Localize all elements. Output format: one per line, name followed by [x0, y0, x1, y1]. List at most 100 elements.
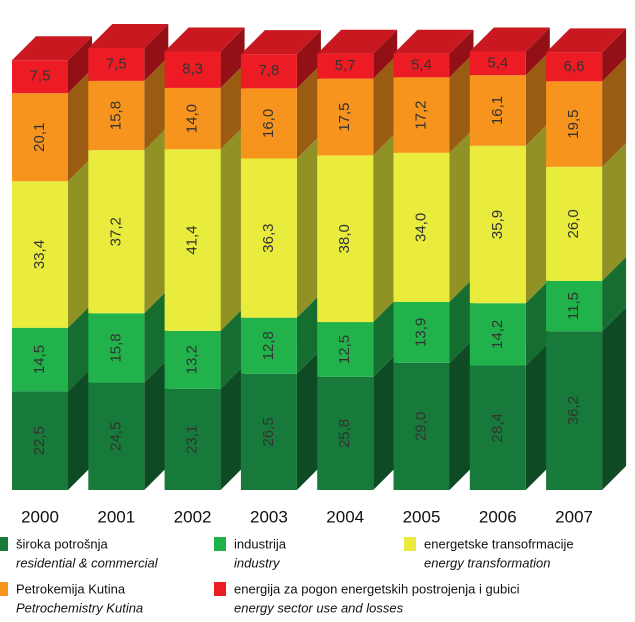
bar-segment — [164, 388, 221, 490]
bar-side — [373, 298, 398, 377]
bar-side — [296, 134, 321, 318]
x-tick-label: 2003 — [250, 507, 288, 526]
value-label: 37,2 — [107, 217, 124, 246]
value-label: 16,0 — [260, 109, 277, 138]
x-tick-label: 2002 — [174, 507, 212, 526]
bar-segment — [469, 365, 526, 490]
bar-side — [296, 64, 321, 159]
value-label: 17,2 — [412, 100, 429, 129]
bar-segment — [164, 87, 221, 150]
x-tick-label: 2005 — [403, 507, 441, 526]
bar-side — [449, 128, 474, 302]
legend-label-en: energy transformation — [424, 555, 550, 570]
bar-side — [68, 157, 92, 328]
legend-label: energija za pogon energetskih postrojenj… — [234, 581, 520, 596]
bar-side — [220, 125, 245, 331]
bar-top — [240, 30, 321, 55]
value-label: 7,5 — [30, 68, 51, 85]
bar-segment — [240, 317, 297, 374]
value-label: 5,4 — [411, 57, 432, 74]
bar-side — [144, 24, 169, 81]
bar-segment — [469, 51, 526, 76]
bar-side — [525, 51, 550, 146]
bar-side — [296, 349, 321, 490]
legend-label-en: industry — [234, 555, 281, 570]
legend-label: široka potrošnja — [16, 536, 109, 551]
bar-top — [12, 36, 92, 61]
value-label: 13,9 — [412, 318, 429, 347]
value-label: 15,8 — [107, 333, 124, 362]
bar-side — [220, 27, 245, 88]
bar-segment — [12, 60, 68, 94]
bar-segment — [469, 145, 526, 304]
bar-side — [525, 279, 550, 366]
bar-side — [449, 29, 474, 78]
legend-label-en: Petrochemistry Kutina — [16, 600, 143, 615]
bar-side — [68, 367, 92, 490]
bar-side — [144, 56, 169, 151]
value-label: 26,5 — [260, 417, 277, 446]
legend-label-en: residential & commercial — [16, 555, 159, 570]
x-tick-label: 2004 — [326, 507, 364, 526]
value-label: 7,5 — [106, 55, 127, 72]
bar-top — [88, 24, 169, 48]
bar-side — [296, 293, 321, 374]
bar-segment — [88, 150, 145, 314]
value-label: 29,0 — [412, 412, 429, 441]
value-label: 5,4 — [487, 54, 508, 71]
x-tick-label: 2007 — [555, 507, 593, 526]
bar-segment — [469, 303, 526, 366]
bar-side — [373, 131, 398, 323]
x-tick-label: 2000 — [21, 507, 59, 526]
bar-side — [373, 29, 398, 79]
bar-side — [68, 36, 92, 94]
bar-top — [164, 27, 245, 52]
value-label: 36,2 — [565, 396, 582, 425]
value-label: 34,0 — [412, 213, 429, 242]
bar-segment — [164, 149, 221, 331]
value-label: 20,1 — [31, 123, 48, 152]
bar-side — [525, 27, 550, 76]
bar-segment — [393, 152, 450, 302]
bar-segment — [546, 280, 603, 332]
bar-segment — [88, 313, 145, 383]
bar-side — [449, 338, 474, 490]
legend-swatch — [0, 537, 8, 551]
value-label: 12,5 — [336, 335, 353, 364]
value-label: 28,4 — [489, 413, 506, 442]
bar-side — [220, 306, 245, 389]
bar-side — [373, 54, 398, 156]
value-label: 14,2 — [489, 320, 506, 349]
bar-segment — [546, 166, 603, 281]
value-label: 15,8 — [107, 101, 124, 130]
value-label: 33,4 — [31, 240, 48, 269]
value-label: 19,5 — [565, 109, 582, 138]
bar-segment — [12, 181, 68, 328]
bar-segment — [240, 373, 297, 490]
bar-segment — [240, 54, 297, 89]
bar-side — [449, 53, 474, 153]
value-label: 17,5 — [336, 102, 353, 131]
bar-segment — [317, 53, 374, 79]
bar-segment — [12, 327, 68, 392]
bar-top — [546, 28, 627, 53]
value-label: 16,1 — [489, 96, 506, 125]
value-label: 22,5 — [31, 426, 48, 455]
value-label: 11,5 — [565, 292, 582, 320]
value-label: 26,0 — [565, 209, 582, 238]
bar-top — [317, 29, 398, 54]
value-label: 25,8 — [336, 419, 353, 448]
value-label: 41,4 — [184, 225, 201, 254]
bar-segment — [546, 331, 603, 490]
bar-segment — [317, 376, 374, 490]
value-label: 13,2 — [184, 345, 201, 374]
bar-side — [525, 341, 550, 490]
bar-segment — [317, 155, 374, 323]
bar-segment — [317, 78, 374, 156]
bar-side — [602, 142, 627, 281]
bar-segment — [469, 75, 526, 146]
bar-segment — [88, 80, 145, 151]
bar-segment — [240, 158, 297, 318]
legend-swatch — [214, 537, 226, 551]
